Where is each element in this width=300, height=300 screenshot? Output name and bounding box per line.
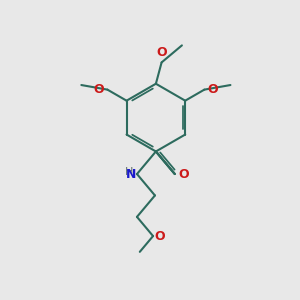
Text: O: O — [93, 83, 104, 96]
Text: O: O — [208, 83, 218, 96]
Text: O: O — [154, 230, 165, 243]
Text: O: O — [156, 46, 167, 59]
Text: N: N — [126, 167, 136, 181]
Text: H: H — [124, 167, 133, 177]
Text: O: O — [178, 167, 189, 181]
